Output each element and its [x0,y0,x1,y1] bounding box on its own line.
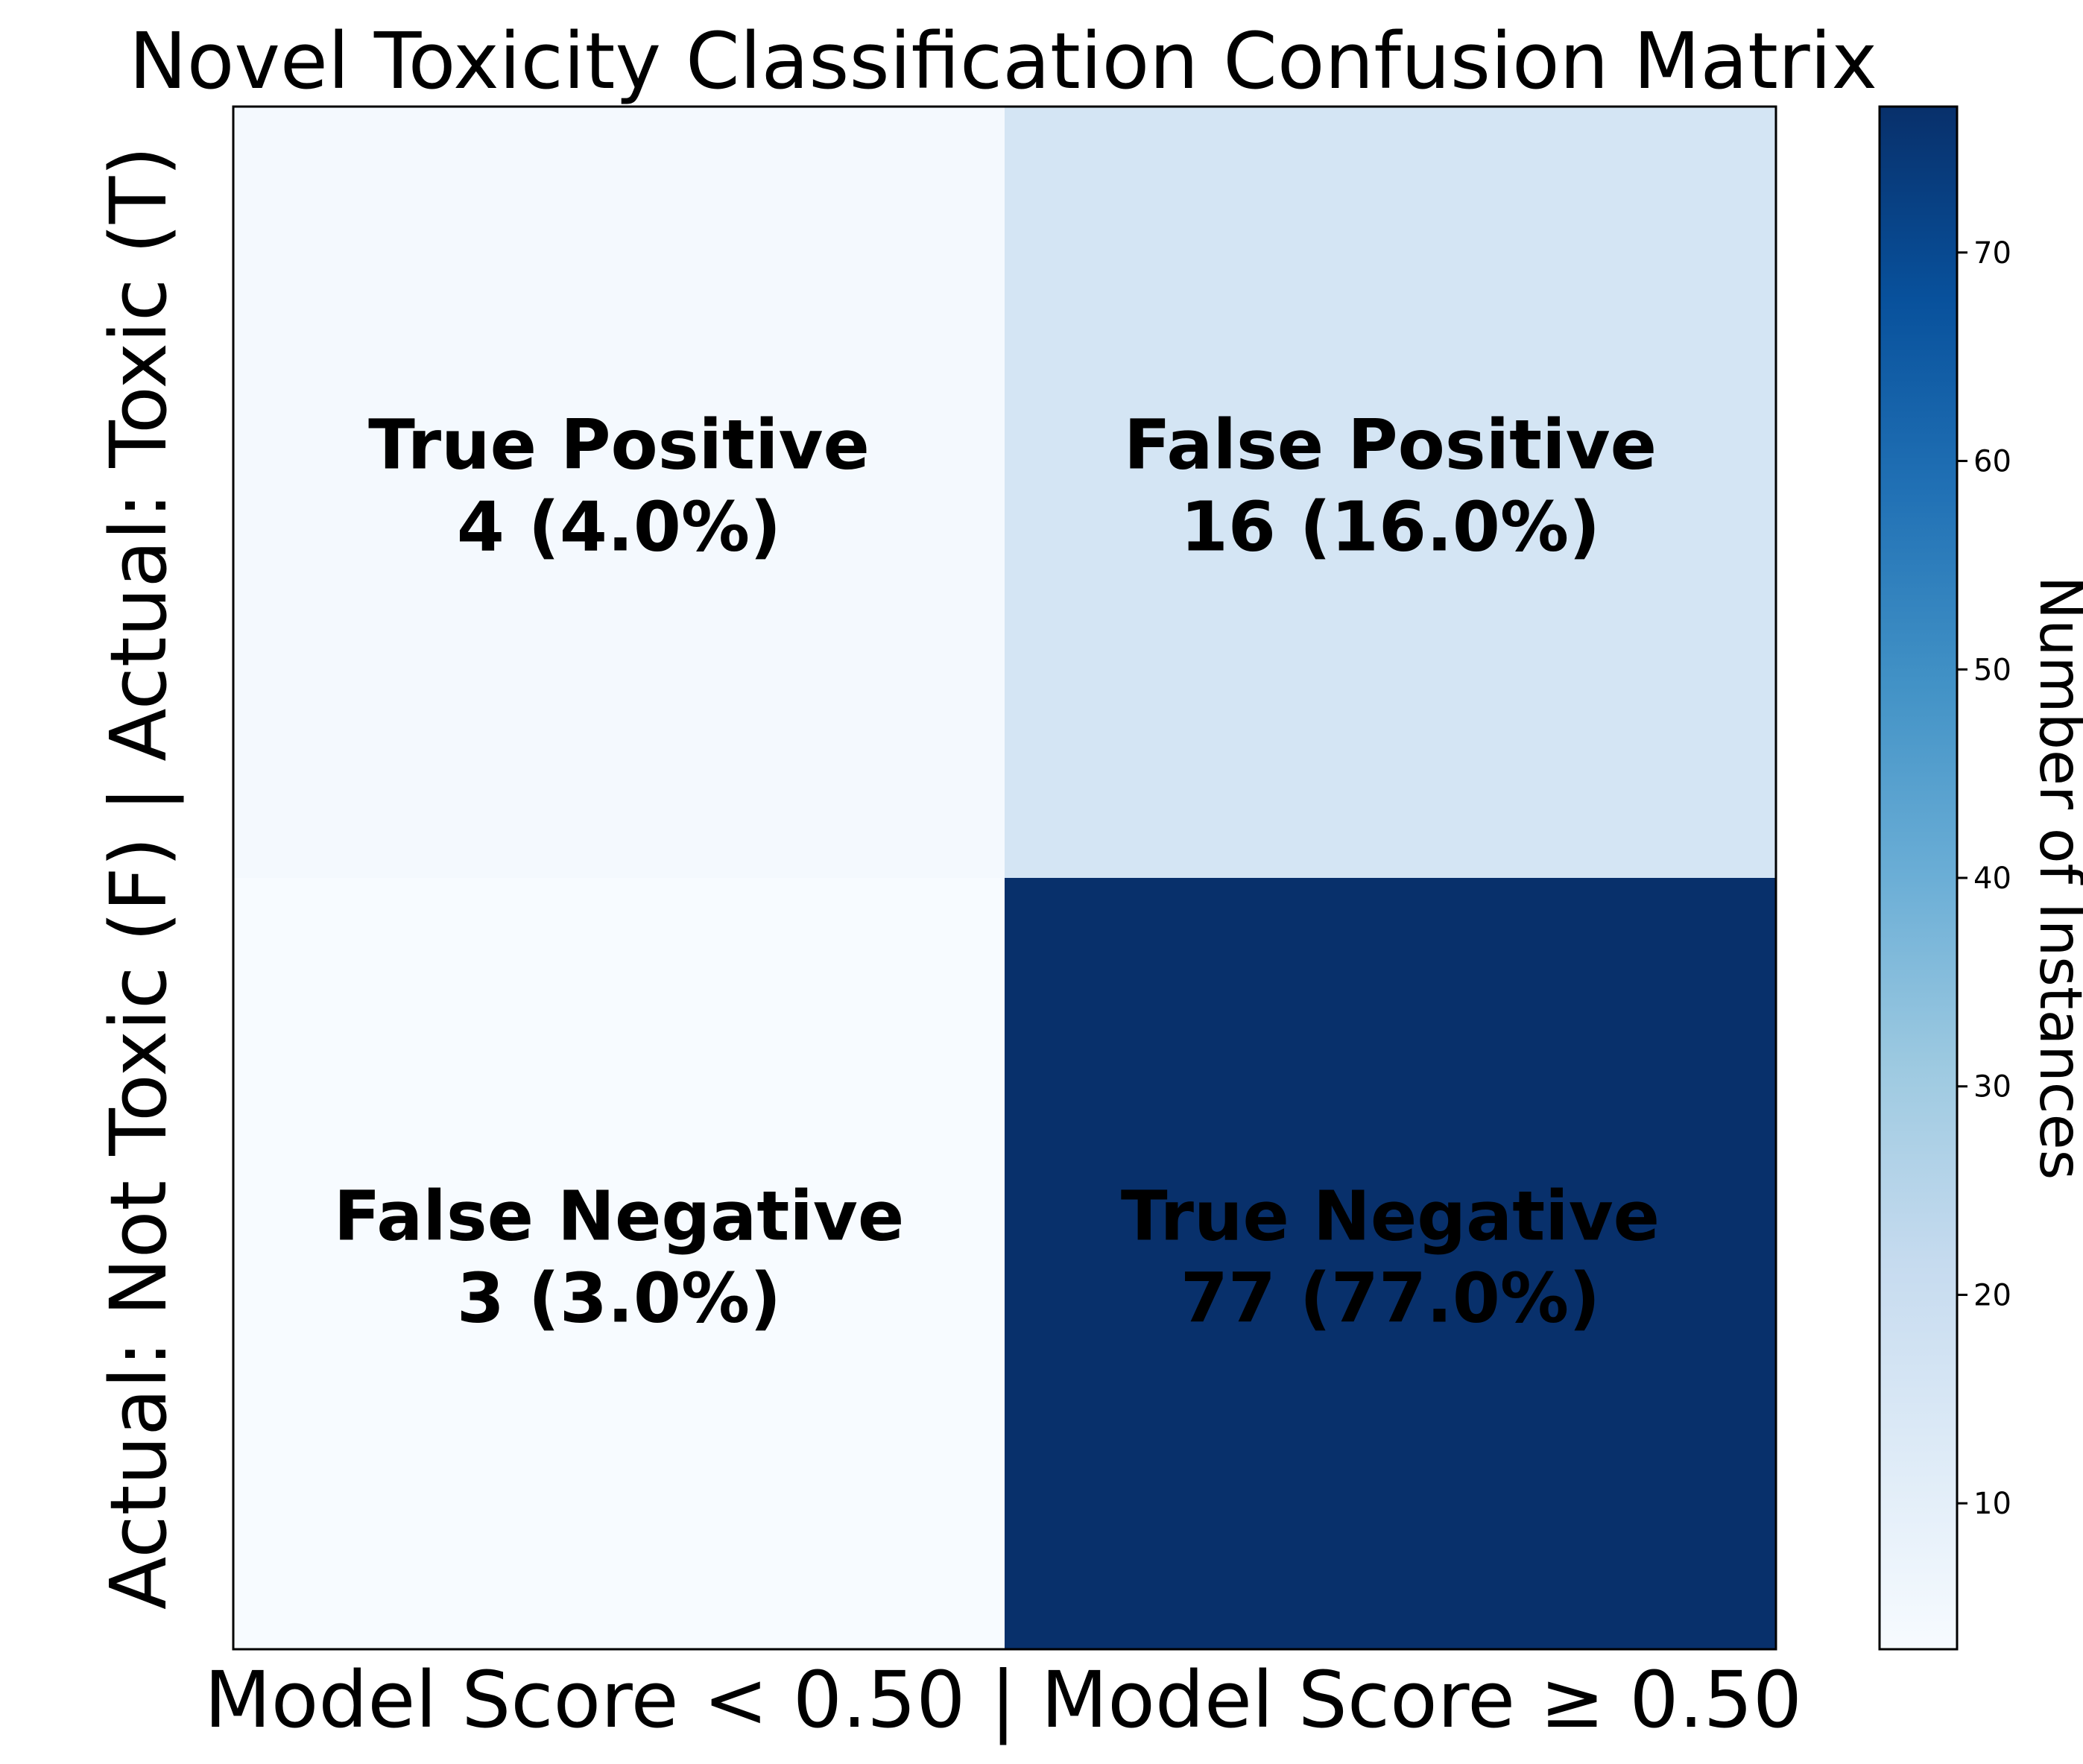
y-axis-label: Actual: Not Toxic (F) | Actual: Toxic (T… [93,146,184,1610]
plot-frame [232,105,1777,1651]
cell-value: 77 (77.0%) [1180,1259,1600,1338]
heatmap-cell [233,878,1005,1649]
colorbar-tick-label: 20 [1973,1278,2011,1312]
cell-value: 4 (4.0%) [457,487,781,567]
cell-label: False Positive [1124,405,1657,485]
colorbar-tick-label: 10 [1973,1487,2011,1521]
cell-label: False Negative [334,1177,904,1256]
x-axis-label: Model Score < 0.50 | Model Score ≥ 0.50 [204,1654,1802,1745]
colorbar-ticks: 10 20 30 40 50 60 70 [1957,236,2011,1521]
colorbar-tick-label: 40 [1973,862,2011,896]
heatmap-cell [1005,878,1776,1649]
cell-label: True Negative [1121,1177,1660,1256]
heatmap-cell [1005,107,1776,878]
cell-value: 16 (16.0%) [1180,487,1600,567]
cell-value: 3 (3.0%) [457,1259,781,1338]
colorbar-tick-label: 50 [1973,653,2011,687]
cell-label: True Positive [368,405,870,485]
colorbar-tick-label: 70 [1973,236,2011,271]
colorbar-label: Number of Instances [2026,576,2083,1180]
chart-title: Novel Toxicity Classification Confusion … [129,16,1877,107]
colorbar-tick-label: 30 [1973,1070,2011,1104]
colorbar-tick-label: 60 [1973,445,2011,479]
colorbar [1878,105,1959,1651]
heatmap-cell [233,107,1005,878]
